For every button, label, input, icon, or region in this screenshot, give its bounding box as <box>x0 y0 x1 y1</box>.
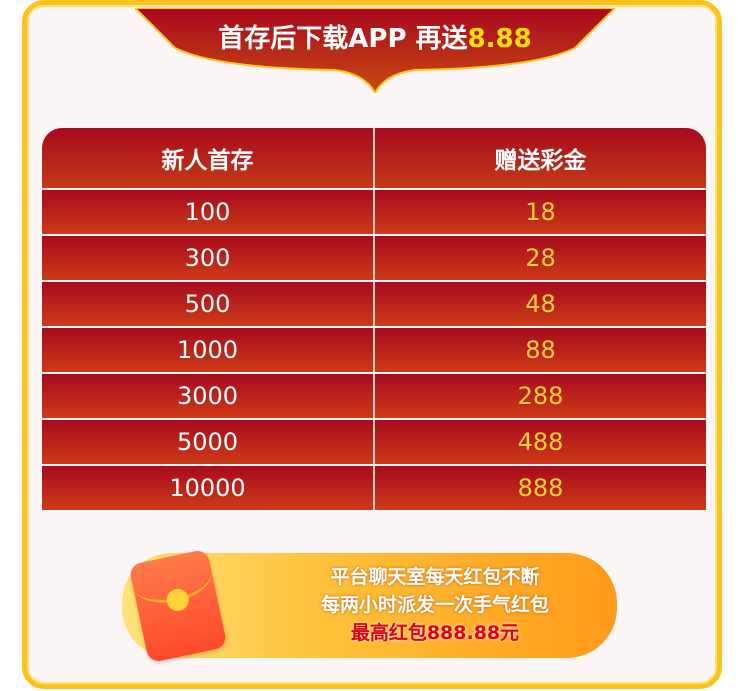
promo-line-1: 平台聊天室每天红包不断 <box>330 566 540 588</box>
header-bonus: 赠送彩金 <box>494 148 587 174</box>
deposit-cell: 1000 <box>42 328 375 372</box>
banner-ribbon <box>135 8 615 93</box>
deposit-cell: 5000 <box>42 420 375 464</box>
promo-text: 平台聊天室每天红包不断 每两小时派发一次手气红包 最高红包888.88元 <box>290 563 580 647</box>
deposit-cell: 10000 <box>42 466 375 510</box>
bonus-table: 新人首存 赠送彩金 100 18 300 28 500 48 1000 88 3000 288 50… <box>42 128 706 510</box>
header-deposit: 新人首存 <box>42 128 375 188</box>
banner-title: 首存后下载APP 再送8.88 <box>135 18 615 55</box>
deposit-cell: 300 <box>42 236 375 280</box>
banner-title-text: 首存后下载APP 再送 <box>218 24 468 54</box>
bonus-cell: 88 <box>525 336 556 364</box>
bonus-cell: 888 <box>517 474 564 502</box>
promo-line-3: 最高红包888.88元 <box>350 622 520 644</box>
table-row: 3000 288 <box>42 374 706 418</box>
table-row: 10000 888 <box>42 466 706 510</box>
bonus-cell: 18 <box>525 198 556 226</box>
banner-highlight: 8.88 <box>467 24 532 54</box>
table-header: 新人首存 赠送彩金 <box>42 128 706 188</box>
bonus-cell: 28 <box>525 244 556 272</box>
table-row: 300 28 <box>42 236 706 280</box>
bonus-cell: 288 <box>517 382 564 410</box>
deposit-cell: 100 <box>42 190 375 234</box>
table-row: 1000 88 <box>42 328 706 372</box>
bonus-cell: 48 <box>525 290 556 318</box>
promo-line-2: 每两小时派发一次手气红包 <box>320 594 549 616</box>
table-row: 500 48 <box>42 282 706 326</box>
table-row: 100 18 <box>42 190 706 234</box>
deposit-cell: 500 <box>42 282 375 326</box>
bonus-cell: 488 <box>517 428 564 456</box>
deposit-cell: 3000 <box>42 374 375 418</box>
table-row: 5000 488 <box>42 420 706 464</box>
